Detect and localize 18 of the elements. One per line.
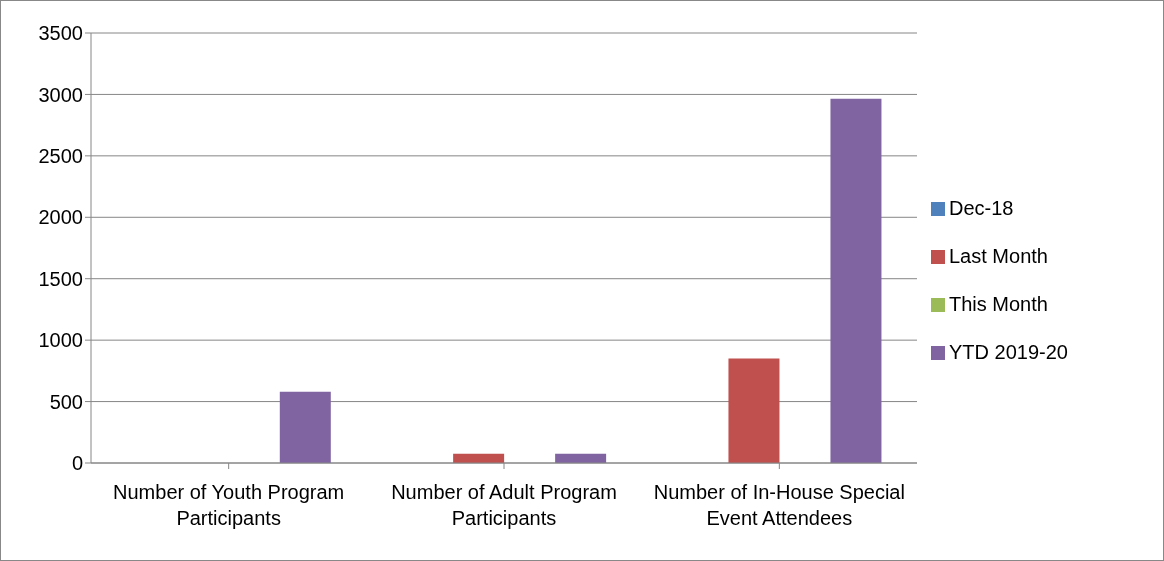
x-tick-label: Number of Adult Program Participants: [391, 481, 617, 529]
y-tick-label: 0: [71, 452, 83, 475]
bar: [279, 391, 331, 463]
y-tick-label: 1500: [38, 267, 83, 290]
bar: [728, 358, 780, 463]
legend-label: Dec-18: [949, 196, 1014, 219]
x-tick-label: Number of In-House Special Event Attendees: [653, 481, 905, 529]
legend-label: This Month: [949, 292, 1048, 315]
bar: [830, 98, 882, 463]
y-tick-label: 1000: [38, 329, 83, 352]
y-tick-label: 2500: [38, 144, 83, 167]
y-tick-label: 3000: [38, 83, 83, 106]
y-tick-label: 3500: [38, 22, 83, 45]
legend-label: Last Month: [949, 244, 1048, 267]
x-tick-label: Number of Youth Program Participants: [113, 481, 345, 529]
legend-label: YTD 2019-20: [949, 340, 1068, 363]
y-tick-label: 2000: [38, 206, 83, 229]
y-tick-label: 500: [49, 390, 83, 413]
